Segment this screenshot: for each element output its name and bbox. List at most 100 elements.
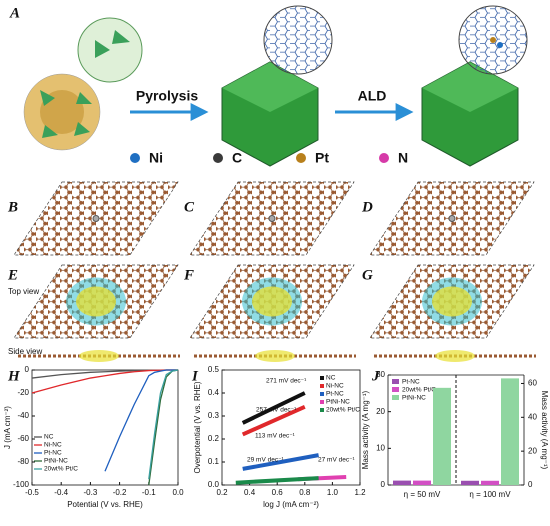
annotation: 257 mV dec⁻¹ [256,407,297,414]
y-tick-label: 20 [528,446,537,455]
y-tick-label: 20 [376,407,385,416]
legend-swatch [392,379,399,384]
panel-a-art [23,5,528,167]
y-tick-label: 30 [376,370,385,379]
panel-label: D [361,199,373,215]
legend-swatch [392,387,399,392]
legend-label: Ni-NC [44,442,62,449]
y-tick-label: 0 [25,365,30,374]
y-tick-label: 0 [528,480,533,489]
panel-label: E [7,267,18,283]
charge-cloud [255,350,295,362]
atom-swatch [379,153,389,163]
view-label: Top view [8,287,39,296]
bar [433,387,451,485]
panel-label: H [7,368,21,384]
legend-label: 20wt% Pt/C [326,407,360,414]
x-tick-label: 0.6 [272,488,284,497]
axis-label: Mass activity (A mg⁻¹) [361,390,370,469]
charge-cloud [76,286,116,317]
axis-label: log J (mA cm⁻²) [263,500,319,509]
atom-symbol: Pt [315,150,329,166]
x-tick-label: -0.2 [113,488,127,497]
series-line [242,453,319,471]
axis-label: Overpotential (V vs. RHE) [193,381,202,473]
y-tick-label: 0.4 [208,388,220,397]
lattices [13,181,536,362]
bar [501,378,519,485]
legend-label: PtNi-NC [402,395,426,402]
x-tick-label: 1.0 [327,488,339,497]
x-tick-label: -0.5 [25,488,39,497]
atom-swatch [296,153,306,163]
y-tick-label: 0.2 [208,434,220,443]
y-tick-label: 10 [376,443,385,452]
y-tick-label: -80 [17,457,29,466]
charge-cloud [435,350,475,362]
panel-label: I [191,368,199,384]
legend-label: Pt-NC [44,450,62,457]
y-tick-label: 0.0 [208,480,220,489]
annotation: 27 mV dec⁻¹ [318,457,356,464]
legend-label: PtNi-NC [44,458,68,465]
y-tick-label: -20 [17,388,29,397]
y-tick-label: 0.3 [208,411,220,420]
axis-label: Mass activity (A mg⁻¹) [540,391,549,470]
dopant [268,215,276,222]
process-step: Pyrolysis [136,88,198,104]
y-tick-label: 60 [528,379,537,388]
atom-swatch [213,153,223,163]
legend-label: Pt-NC [402,379,420,386]
plot-frame [221,369,361,486]
series-line [235,476,319,485]
y-tick-label: 40 [528,412,537,421]
legend-swatch [320,400,324,404]
x-tick-label: η = 50 mV [404,490,441,499]
annotation: 29 mV dec⁻¹ [247,457,285,464]
series-line [31,369,178,379]
y-tick-label: -60 [17,434,29,443]
legend-swatch [320,408,324,412]
axis-label: J (mA cm⁻²) [3,406,12,449]
dopant [92,215,100,222]
y-tick-label: 0.1 [208,457,220,466]
bar [461,480,479,485]
atom-swatch [130,153,140,163]
charge-cloud [79,350,119,362]
atom-symbol: Ni [149,150,163,166]
dopant [448,215,456,222]
legend-swatch [320,384,324,388]
x-tick-label: 0.4 [244,488,256,497]
legend-label: Ni-NC [326,383,344,390]
axis-label: Potential (V vs. RHE) [67,500,143,509]
legend-label: 20wt% Pt/C [44,466,78,473]
charge-cloud [252,286,292,317]
view-label: Side view [8,347,42,356]
bar [413,480,431,485]
annotation: 271 mV dec⁻¹ [266,378,307,385]
bar [481,480,499,485]
annotation: 113 mV dec⁻¹ [255,433,296,440]
x-tick-label: η = 100 mV [469,490,511,499]
panel-label: A [9,5,20,21]
x-tick-label: 0.8 [299,488,311,497]
plot-frame [31,369,179,486]
series-line [31,369,178,394]
legend-label: Pt-NC [326,391,344,398]
x-tick-label: 0.2 [216,488,228,497]
panel-label: J [371,368,380,384]
y-tick-label: 0 [381,480,386,489]
series-line [148,369,179,486]
charge-cloud [432,286,472,317]
legend-label: NC [326,375,336,382]
x-tick-label: 1.2 [354,488,366,497]
legend-swatch [320,392,324,396]
x-tick-label: -0.1 [142,488,156,497]
y-tick-label: -40 [17,411,29,420]
series-line [148,369,179,480]
x-tick-label: -0.4 [54,488,68,497]
y-tick-label: -100 [13,480,30,489]
legend-label: 20wt% Pt/C [402,387,436,394]
